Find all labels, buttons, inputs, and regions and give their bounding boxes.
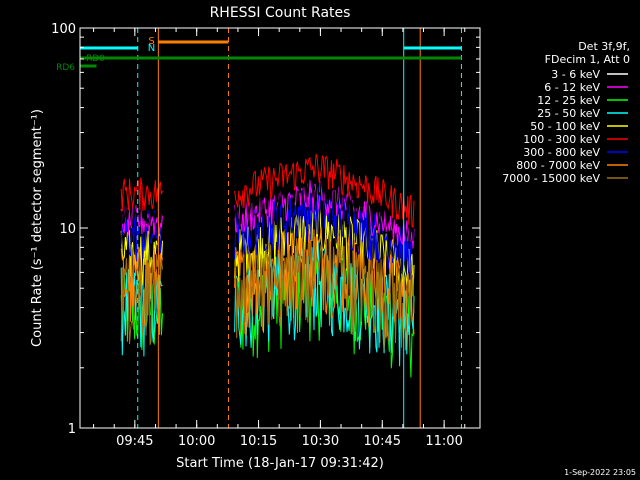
x-axis-label: Start Time (18-Jan-17 09:31:42) (176, 456, 384, 471)
x-tick-label: 10:30 (302, 434, 339, 449)
x-tick-label: 10:00 (178, 434, 215, 449)
legend-label: 800 - 7000 keV (516, 159, 600, 172)
legend-label: 6 - 12 keV (544, 81, 600, 94)
flag-label: RD6 (56, 63, 75, 73)
footer-date: 1-Sep-2022 23:05 (564, 468, 636, 477)
series-line-7000-15000kev (120, 253, 163, 346)
legend-label: 3 - 6 keV (551, 68, 600, 81)
legend-label: 25 - 50 keV (537, 107, 600, 120)
series-line-6-12kev (234, 180, 415, 249)
y-axis-label: Count Rate (s⁻¹ detector segment⁻¹) (30, 109, 45, 347)
chart-title: RHESSI Count Rates (210, 5, 351, 21)
x-tick-label: 09:45 (116, 434, 153, 449)
series-line-100-300kev (120, 177, 163, 212)
legend-label: 50 - 100 keV (530, 120, 600, 133)
series-line-100-300kev (234, 153, 415, 229)
legend-header: FDecim 1, Att 0 (545, 53, 630, 66)
flag-label: N (148, 43, 155, 54)
series-line-800-7000kev (234, 227, 415, 351)
legend-label: 12 - 25 keV (537, 94, 600, 107)
y-tick-label: 1 (68, 422, 76, 437)
series-line-3-6kev (234, 168, 415, 243)
y-tick-label: 100 (51, 22, 76, 37)
legend-header: Det 3f,9f, (578, 40, 630, 53)
x-tick-label: 11:00 (425, 434, 462, 449)
x-tick-label: 10:15 (240, 434, 277, 449)
legend-label: 7000 - 15000 keV (502, 172, 600, 185)
y-tick-label: 10 (59, 222, 76, 237)
series-line-7000-15000kev (234, 234, 415, 350)
flag-label: RD0 (86, 54, 105, 64)
x-tick-label: 10:45 (364, 434, 401, 449)
flag-label: S (148, 36, 154, 47)
legend-label: 100 - 300 keV (523, 133, 600, 146)
series-line-300-800kev (234, 184, 415, 280)
series-line-3-6kev (120, 193, 163, 228)
legend-label: 300 - 800 keV (523, 146, 600, 159)
